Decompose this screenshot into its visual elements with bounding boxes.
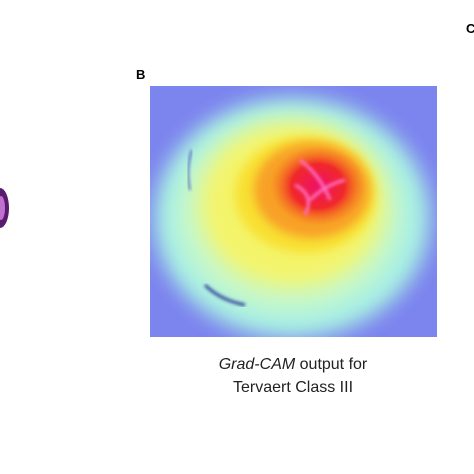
caption-text: output for — [300, 356, 368, 373]
panel-label: B — [136, 67, 145, 82]
caption-line-1: Grad-CAM output for — [219, 356, 368, 373]
caption-line-2: Tervaert Class III — [233, 379, 353, 396]
partial-image — [0, 196, 5, 220]
heatmap-image — [150, 86, 437, 337]
caption-emphasis: Grad-CAM — [219, 356, 296, 373]
panel-label: C — [466, 21, 474, 36]
